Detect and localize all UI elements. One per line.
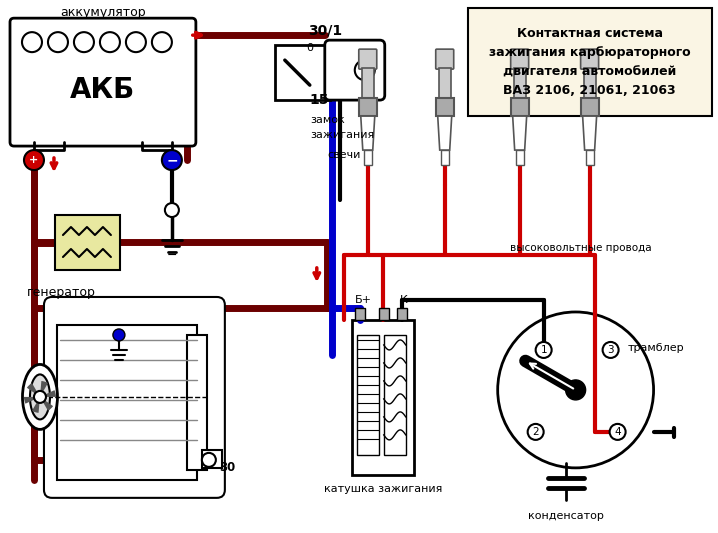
FancyBboxPatch shape: [44, 297, 225, 498]
Circle shape: [113, 329, 125, 341]
FancyBboxPatch shape: [325, 40, 385, 100]
Text: аккумулятор: аккумулятор: [60, 6, 146, 19]
FancyBboxPatch shape: [510, 49, 528, 69]
Text: свечи: свечи: [328, 150, 361, 160]
Text: АКБ: АКБ: [70, 76, 136, 104]
Circle shape: [34, 391, 46, 403]
Text: конденсатор: конденсатор: [528, 511, 604, 521]
Polygon shape: [438, 116, 452, 150]
Circle shape: [22, 32, 42, 52]
Bar: [275, 45, 330, 100]
Circle shape: [498, 312, 653, 468]
FancyBboxPatch shape: [359, 49, 377, 69]
Bar: [379, 308, 388, 320]
FancyBboxPatch shape: [10, 18, 196, 146]
Bar: [439, 68, 451, 98]
Text: +: +: [29, 155, 39, 165]
Circle shape: [48, 32, 68, 52]
Bar: [359, 98, 377, 116]
Circle shape: [566, 380, 586, 400]
Text: замок: замок: [309, 115, 345, 125]
Wedge shape: [40, 397, 53, 411]
Text: −: −: [166, 153, 177, 167]
Text: 0: 0: [307, 43, 313, 53]
Circle shape: [355, 60, 375, 80]
Bar: [202, 450, 222, 468]
Circle shape: [24, 150, 44, 170]
Wedge shape: [24, 397, 40, 403]
FancyBboxPatch shape: [581, 49, 599, 69]
Text: трамблер: трамблер: [628, 343, 684, 353]
Bar: [584, 68, 596, 98]
Bar: [516, 150, 523, 165]
Bar: [436, 98, 454, 116]
Text: катушка зажигания: катушка зажигания: [324, 484, 442, 494]
Circle shape: [126, 32, 146, 52]
Text: высоковольтные провода: высоковольтные провода: [510, 243, 651, 253]
Polygon shape: [582, 116, 597, 150]
Wedge shape: [27, 383, 40, 397]
Text: 30/1: 30/1: [308, 23, 342, 37]
Circle shape: [536, 342, 551, 358]
Circle shape: [528, 424, 544, 440]
Text: 4: 4: [615, 427, 621, 437]
Circle shape: [152, 32, 172, 52]
Bar: [355, 308, 365, 320]
Wedge shape: [40, 381, 48, 397]
Wedge shape: [40, 390, 56, 397]
Polygon shape: [360, 116, 375, 150]
Polygon shape: [513, 116, 527, 150]
Bar: [581, 98, 599, 116]
Bar: [383, 335, 406, 455]
Text: 30: 30: [219, 462, 235, 474]
Text: Контактная система
зажигания карбюраторного
двигателя автомобилей
ВАЗ 2106, 2106: Контактная система зажигания карбюраторн…: [489, 27, 691, 97]
Bar: [357, 335, 379, 455]
Bar: [57, 325, 197, 480]
Bar: [510, 98, 528, 116]
Text: Б+: Б+: [355, 295, 372, 305]
Ellipse shape: [30, 374, 50, 419]
Circle shape: [162, 150, 182, 170]
Circle shape: [610, 424, 625, 440]
Text: зажигания: зажигания: [309, 130, 374, 140]
Text: 15: 15: [309, 93, 330, 107]
Circle shape: [165, 203, 179, 217]
Text: 1: 1: [541, 345, 547, 355]
Text: 2: 2: [532, 427, 539, 437]
Wedge shape: [32, 397, 40, 413]
Bar: [586, 150, 594, 165]
Text: 3: 3: [607, 345, 614, 355]
Circle shape: [74, 32, 94, 52]
FancyBboxPatch shape: [436, 49, 454, 69]
Circle shape: [100, 32, 120, 52]
Bar: [187, 335, 207, 470]
Ellipse shape: [22, 365, 57, 430]
Bar: [441, 150, 449, 165]
Bar: [397, 308, 406, 320]
Text: генератор: генератор: [27, 286, 96, 300]
Circle shape: [602, 342, 619, 358]
Bar: [513, 68, 526, 98]
Bar: [55, 215, 120, 270]
Bar: [362, 68, 374, 98]
Bar: [352, 320, 414, 475]
Text: К: К: [400, 295, 408, 305]
Circle shape: [202, 453, 216, 467]
Bar: [364, 150, 372, 165]
Text: −: −: [167, 248, 177, 262]
Bar: [467, 8, 712, 116]
